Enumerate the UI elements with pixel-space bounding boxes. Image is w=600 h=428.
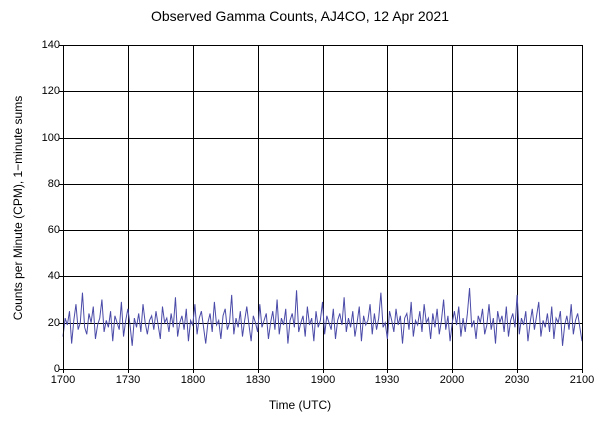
y-tick-label: 100: [41, 132, 60, 144]
y-axis-label: Counts per Minute (CPM), 1−minute sums: [11, 95, 25, 321]
y-tick-label: 60: [47, 224, 60, 236]
x-tick-label: 1700: [50, 374, 76, 386]
y-tick-label: 40: [47, 270, 60, 282]
y-tick-label: 120: [41, 85, 60, 97]
x-tick-label: 1830: [245, 374, 271, 386]
y-tick-label: 0: [53, 363, 60, 375]
x-tick-label: 2100: [569, 374, 595, 386]
x-tick-label: 1900: [310, 374, 336, 386]
x-axis-label: Time (UTC): [268, 398, 332, 412]
y-tick-label: 20: [47, 317, 60, 329]
x-tick-label: 1800: [180, 374, 206, 386]
x-tick-label: 2000: [439, 374, 465, 386]
y-tick-label: 140: [41, 39, 60, 51]
y-tick-label: 80: [47, 178, 60, 190]
x-tick-label: 1930: [374, 374, 400, 386]
chart-title: Observed Gamma Counts, AJ4CO, 12 Apr 202…: [150, 8, 450, 24]
plot-border: [63, 45, 583, 370]
gamma-counts-line: [62, 287, 583, 346]
x-tick-label: 1730: [115, 374, 141, 386]
x-tick-label: 2030: [504, 374, 530, 386]
